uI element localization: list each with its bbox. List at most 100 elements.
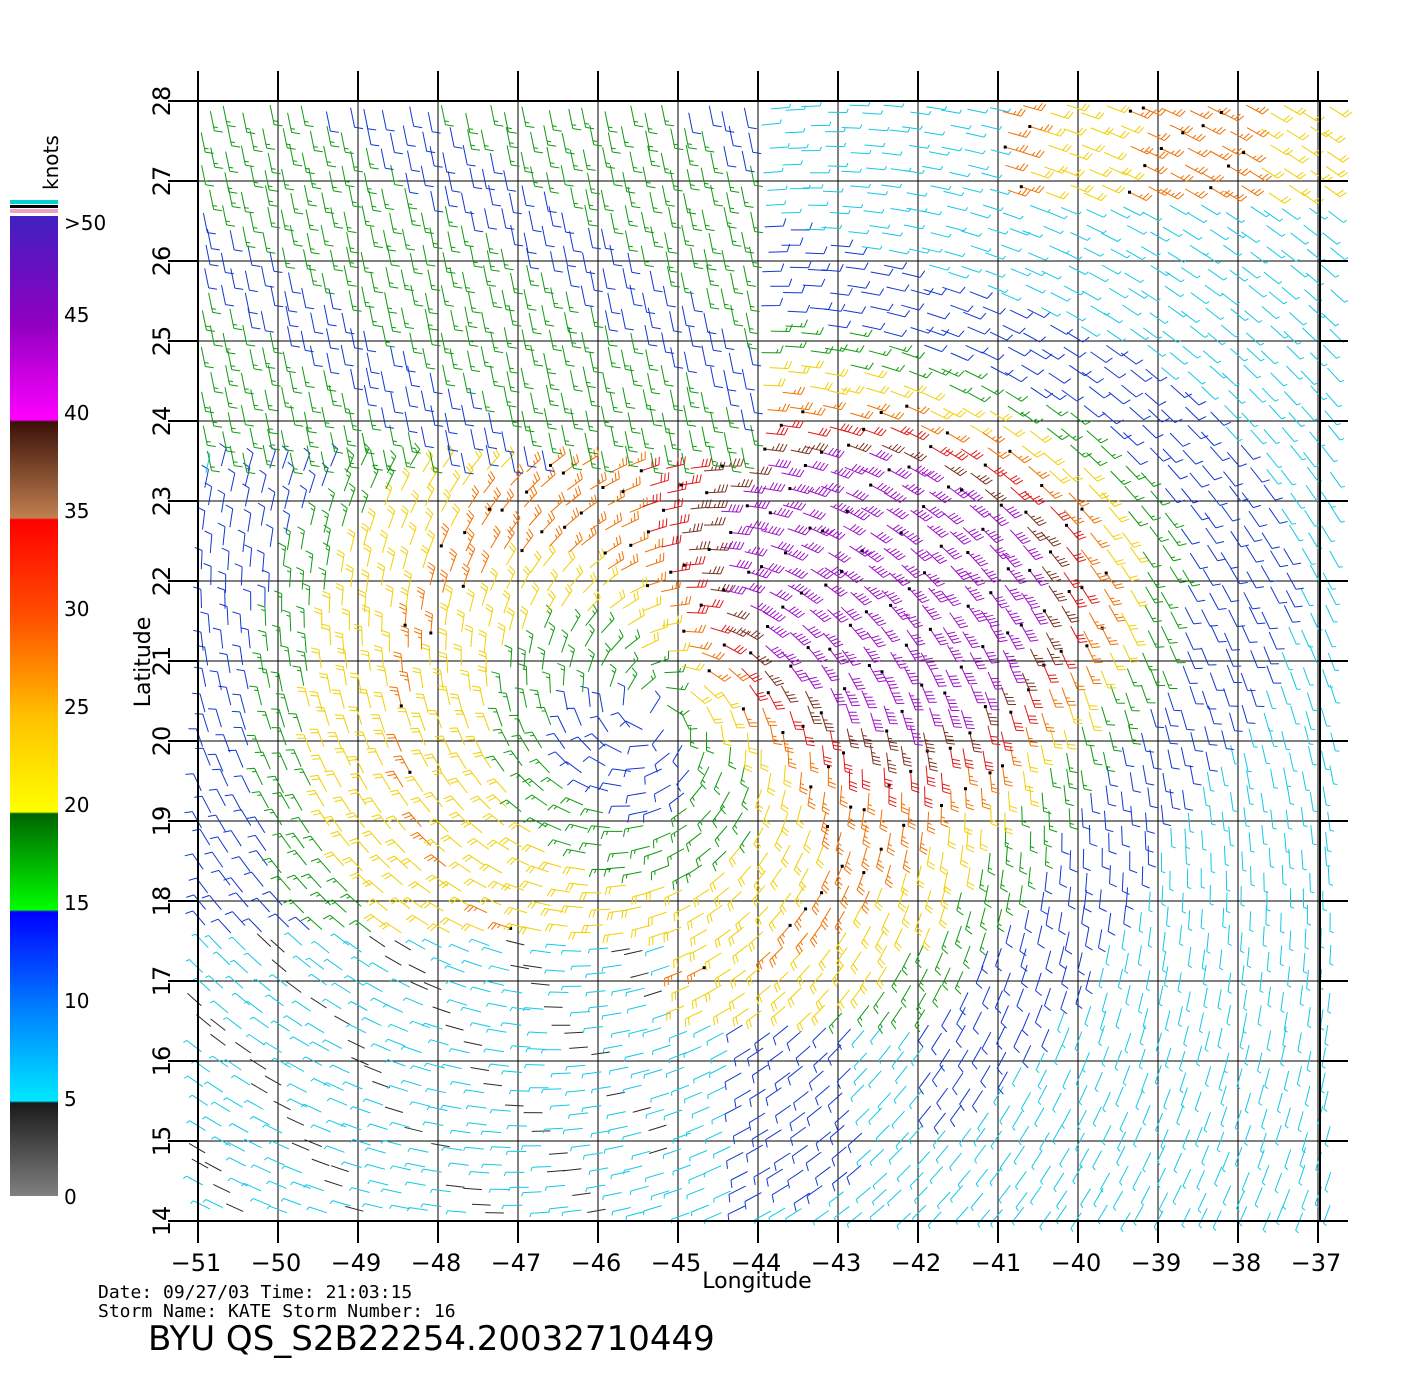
wind-barb bbox=[306, 789, 325, 807]
wind-barb bbox=[469, 167, 483, 190]
wind-barb bbox=[850, 149, 872, 155]
wind-barb bbox=[407, 365, 421, 388]
wind-barb bbox=[470, 210, 484, 233]
wind-barb bbox=[1045, 846, 1054, 869]
wind-barb bbox=[231, 992, 251, 1006]
wind-barb bbox=[256, 549, 265, 573]
wind-barb bbox=[310, 647, 322, 669]
wind-barb bbox=[950, 124, 972, 130]
wind-barb bbox=[853, 905, 863, 929]
wind-barb bbox=[267, 365, 281, 387]
wind-barb bbox=[247, 307, 261, 330]
wind-barb bbox=[444, 412, 458, 435]
wind-barb bbox=[246, 447, 254, 472]
wind-barb bbox=[940, 805, 949, 828]
wind-barb bbox=[793, 1091, 809, 1111]
wind-barb bbox=[530, 131, 544, 154]
wind-barb bbox=[568, 931, 591, 940]
wind-barb bbox=[663, 1188, 683, 1199]
wind-barb bbox=[360, 252, 374, 274]
wind-barb bbox=[930, 410, 954, 420]
wind-barb bbox=[523, 964, 542, 969]
wind-barb bbox=[530, 550, 542, 574]
wind-barb bbox=[1041, 485, 1063, 499]
wind-barb bbox=[1154, 1064, 1162, 1086]
wind-barb bbox=[1228, 826, 1235, 847]
wind-barb bbox=[410, 727, 426, 746]
wind-barb bbox=[801, 101, 822, 108]
wind-barb bbox=[787, 987, 802, 1008]
rain-flag bbox=[806, 646, 810, 650]
wind-barb bbox=[829, 423, 853, 433]
wind-barb bbox=[530, 166, 544, 188]
wind-barb bbox=[407, 1147, 429, 1153]
wind-barb bbox=[652, 832, 671, 849]
wind-barb bbox=[1114, 1050, 1122, 1071]
wind-barb bbox=[1142, 551, 1162, 568]
wind-barb bbox=[323, 851, 345, 867]
wind-barb bbox=[765, 645, 787, 659]
wind-barb bbox=[1281, 652, 1294, 671]
wind-barb bbox=[267, 487, 276, 511]
wind-barb bbox=[1261, 306, 1280, 320]
wind-barb bbox=[969, 732, 982, 753]
wind-barb bbox=[521, 1191, 542, 1197]
wind-barb bbox=[310, 1078, 331, 1088]
wind-barb bbox=[259, 469, 267, 493]
wind-barb bbox=[400, 467, 411, 491]
wind-barb bbox=[200, 132, 214, 154]
wind-barb bbox=[713, 1146, 731, 1159]
wind-barb bbox=[1066, 331, 1090, 343]
wind-barb bbox=[1080, 549, 1101, 566]
colorbar-cap-pink bbox=[10, 209, 58, 213]
wind-barb bbox=[712, 850, 727, 872]
wind-barb bbox=[831, 1171, 848, 1192]
wind-barb bbox=[743, 265, 757, 287]
wind-barb bbox=[429, 372, 443, 395]
wind-barb bbox=[726, 171, 740, 193]
wind-barb bbox=[1090, 792, 1101, 815]
wind-barb bbox=[543, 191, 557, 213]
wind-barb bbox=[514, 687, 527, 708]
wind-barb bbox=[665, 251, 679, 273]
wind-barb bbox=[1240, 886, 1245, 907]
wind-barb bbox=[1048, 585, 1068, 602]
wind-barb bbox=[930, 232, 952, 238]
wind-barb bbox=[1002, 552, 1023, 568]
wind-barb bbox=[460, 452, 474, 475]
wind-barb bbox=[1169, 352, 1189, 365]
wind-barb bbox=[903, 667, 921, 685]
wind-barb bbox=[438, 651, 449, 674]
wind-barb bbox=[850, 986, 863, 1009]
wind-barb bbox=[319, 672, 332, 693]
wind-barb bbox=[361, 286, 375, 308]
wind-barb bbox=[982, 528, 1004, 543]
x-tick-label: −42 bbox=[891, 1249, 942, 1277]
wind-barb bbox=[461, 854, 485, 866]
wind-barb bbox=[460, 225, 474, 248]
wind-barb bbox=[859, 971, 872, 995]
rain-flag bbox=[848, 623, 852, 627]
wind-barb bbox=[1204, 512, 1224, 529]
wind-barb bbox=[1270, 325, 1289, 339]
wind-barb bbox=[1102, 1125, 1112, 1146]
wind-barb bbox=[1309, 207, 1329, 220]
wind-barb bbox=[1324, 1025, 1329, 1047]
wind-barb bbox=[1022, 230, 1043, 238]
wind-barb bbox=[1205, 307, 1225, 320]
wind-barb bbox=[569, 231, 582, 253]
wind-barb bbox=[1044, 165, 1068, 174]
wind-barb bbox=[296, 686, 310, 707]
wind-barb bbox=[689, 641, 713, 650]
rain-flag bbox=[808, 526, 812, 530]
wind-barb bbox=[924, 572, 945, 587]
wind-barb bbox=[525, 629, 534, 654]
wind-barb bbox=[932, 984, 942, 1008]
wind-barb bbox=[779, 892, 792, 915]
wind-barb bbox=[849, 329, 873, 338]
wind-barb bbox=[1063, 509, 1085, 525]
wind-barb bbox=[560, 985, 582, 991]
rain-flag bbox=[981, 645, 985, 649]
wind-barb bbox=[687, 912, 705, 931]
wind-barb bbox=[1035, 1052, 1045, 1074]
